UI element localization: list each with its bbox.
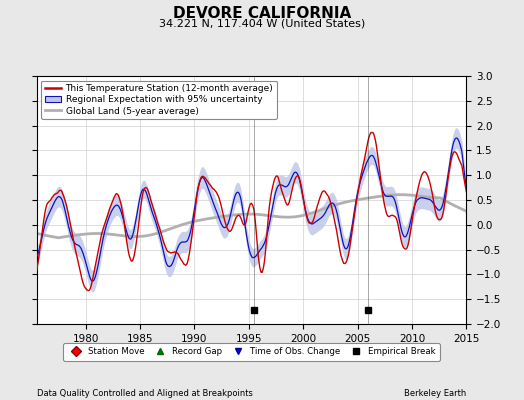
Text: Data Quality Controlled and Aligned at Breakpoints: Data Quality Controlled and Aligned at B… xyxy=(37,389,253,398)
Legend: This Temperature Station (12-month average), Regional Expectation with 95% uncer: This Temperature Station (12-month avera… xyxy=(41,80,277,119)
Legend: Station Move, Record Gap, Time of Obs. Change, Empirical Break: Station Move, Record Gap, Time of Obs. C… xyxy=(63,343,440,361)
Text: 34.221 N, 117.404 W (United States): 34.221 N, 117.404 W (United States) xyxy=(159,18,365,28)
Text: Berkeley Earth: Berkeley Earth xyxy=(404,389,466,398)
Text: DEVORE CALIFORNIA: DEVORE CALIFORNIA xyxy=(173,6,351,21)
